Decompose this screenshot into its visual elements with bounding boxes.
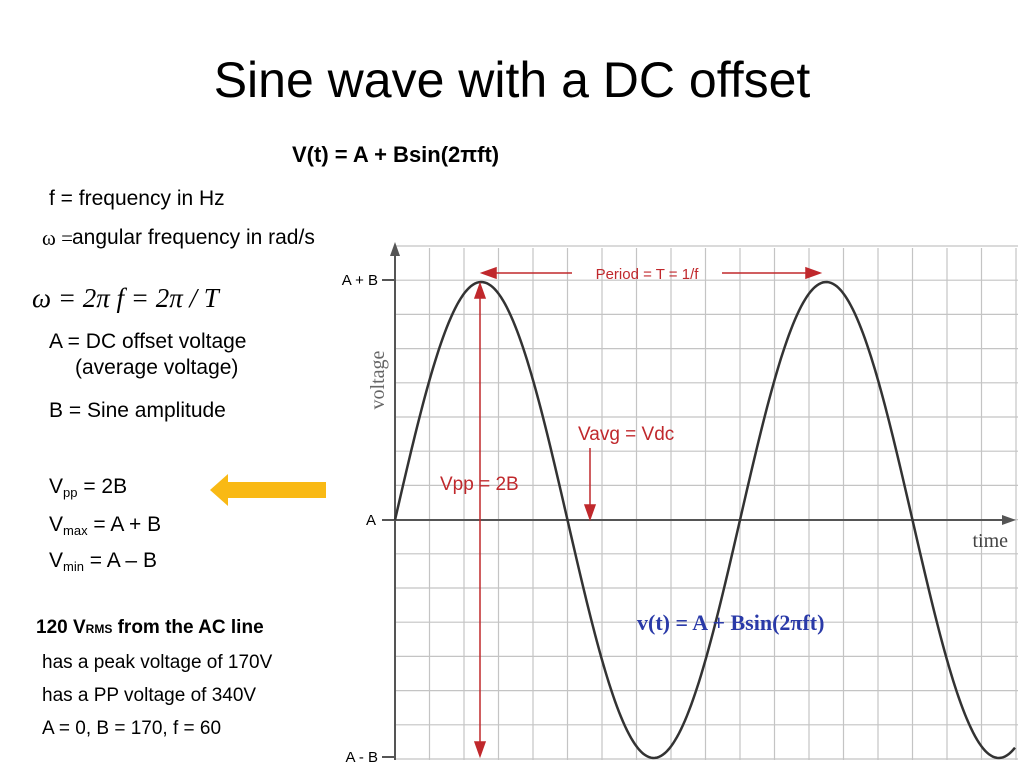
- symbol: V: [49, 549, 64, 572]
- y-label: A + B: [342, 272, 378, 289]
- symbol: 120 V: [36, 617, 86, 638]
- relation: Vmax = A + B: [49, 512, 161, 544]
- slide-title: Sine wave with a DC offset: [213, 52, 811, 108]
- example-line: A = 0, B = 170, f = 60: [42, 718, 222, 739]
- definition: A = DC offset voltage (average voltage): [49, 330, 247, 379]
- sine-wave: [393, 280, 1016, 760]
- relation: Vpp = 2B: [49, 474, 127, 506]
- y-label: A: [366, 512, 376, 529]
- relation-text: = 2B: [77, 475, 128, 498]
- subscript: max: [63, 523, 88, 538]
- omega-symbol: ω =: [42, 226, 73, 250]
- arrowhead: [473, 281, 487, 299]
- symbol: V: [49, 513, 64, 536]
- arrowhead: [805, 266, 823, 280]
- omega-equation: ω = 2π f = 2π / T: [32, 283, 219, 313]
- arrowhead: [473, 741, 487, 759]
- annotations: [473, 266, 823, 759]
- arrowhead: [583, 504, 597, 522]
- subscript: pp: [63, 485, 78, 500]
- period-label: Period = T = 1/f: [596, 266, 700, 283]
- average-label: Vavg = Vdc: [578, 424, 674, 445]
- symbol: V: [49, 475, 64, 498]
- definition: angular frequency in rad/s: [72, 226, 315, 249]
- relation: Vmin = A – B: [49, 548, 157, 580]
- arrowhead: [479, 266, 497, 280]
- definition: f = frequency in Hz: [49, 187, 225, 210]
- diagram-background: [330, 238, 1024, 768]
- heading-text: from the AC line: [112, 617, 264, 638]
- relation-text: = A + B: [87, 513, 162, 536]
- arrowhead: [1002, 515, 1016, 525]
- example-line: has a peak voltage of 170V: [42, 652, 273, 673]
- grid: [395, 245, 1018, 760]
- example-heading: 120 VRMS from the AC line: [36, 615, 264, 642]
- pointer-arrow: [210, 474, 326, 506]
- subscript: min: [63, 559, 84, 574]
- x-axis-label: time: [972, 530, 1008, 552]
- arrowhead: [390, 242, 400, 256]
- diagram-equation: v(t) = A + Bsin(2πft): [637, 610, 824, 635]
- formula: V(t) = A + Bsin(2πft): [292, 142, 500, 167]
- y-label: A - B: [345, 749, 378, 766]
- relation-text: = A – B: [83, 549, 157, 572]
- subscript: RMS: [85, 622, 113, 636]
- definition: B = Sine amplitude: [49, 399, 226, 422]
- example-line: has a PP voltage of 340V: [42, 685, 257, 706]
- vpp-label: Vpp = 2B: [440, 474, 519, 495]
- y-axis-label: voltage: [367, 350, 389, 409]
